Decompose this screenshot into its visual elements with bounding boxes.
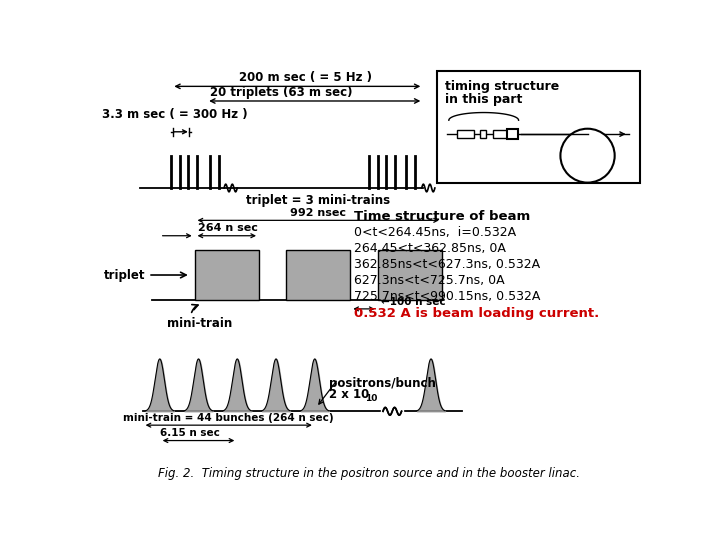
Text: 20 triplets (63 m sec): 20 triplets (63 m sec): [210, 86, 353, 99]
Text: timing structure: timing structure: [445, 80, 559, 93]
Text: ←100 n sec: ←100 n sec: [382, 296, 446, 307]
Text: 725.7ns<t<990.15ns, 0.532A: 725.7ns<t<990.15ns, 0.532A: [354, 291, 540, 303]
Text: Time structure of beam: Time structure of beam: [354, 210, 530, 222]
Text: positrons/bunch: positrons/bunch: [329, 377, 436, 390]
Text: triplet = 3 mini-trains: triplet = 3 mini-trains: [246, 194, 390, 207]
Text: 627.3ns<t<725.7ns, 0A: 627.3ns<t<725.7ns, 0A: [354, 274, 504, 287]
Text: 362.85ns<t<627.3ns, 0.532A: 362.85ns<t<627.3ns, 0.532A: [354, 258, 539, 271]
Bar: [437, 71, 640, 183]
Text: triplet: triplet: [104, 268, 145, 281]
Text: in this part: in this part: [445, 92, 522, 105]
Bar: [377, 249, 442, 300]
Text: 992 nsec: 992 nsec: [290, 208, 346, 218]
Text: 264 n sec: 264 n sec: [199, 224, 258, 233]
Text: 264.45<t<362.85ns, 0A: 264.45<t<362.85ns, 0A: [354, 242, 505, 255]
Bar: [194, 249, 259, 300]
Text: 0.532 A is beam loading current.: 0.532 A is beam loading current.: [354, 307, 599, 320]
Text: 0<t<264.45ns,  i=0.532A: 0<t<264.45ns, i=0.532A: [354, 226, 516, 239]
Bar: [493, 130, 510, 138]
Bar: [480, 130, 486, 138]
Bar: [286, 249, 351, 300]
Circle shape: [560, 129, 615, 183]
Text: Fig. 2.  Timing structure in the positron source and in the booster linac.: Fig. 2. Timing structure in the positron…: [158, 467, 580, 480]
Text: 3.3 m sec ( = 300 Hz ): 3.3 m sec ( = 300 Hz ): [102, 109, 247, 122]
Text: mini-train: mini-train: [168, 316, 233, 329]
Text: mini-train = 44 bunches (264 n sec): mini-train = 44 bunches (264 n sec): [123, 413, 334, 423]
Bar: [507, 129, 518, 139]
Text: 2 x 10: 2 x 10: [329, 388, 369, 401]
Text: 200 m sec ( = 5 Hz ): 200 m sec ( = 5 Hz ): [238, 71, 372, 84]
Text: 6.15 n sec: 6.15 n sec: [160, 428, 220, 438]
Text: 10: 10: [365, 394, 377, 403]
Bar: [456, 130, 474, 138]
